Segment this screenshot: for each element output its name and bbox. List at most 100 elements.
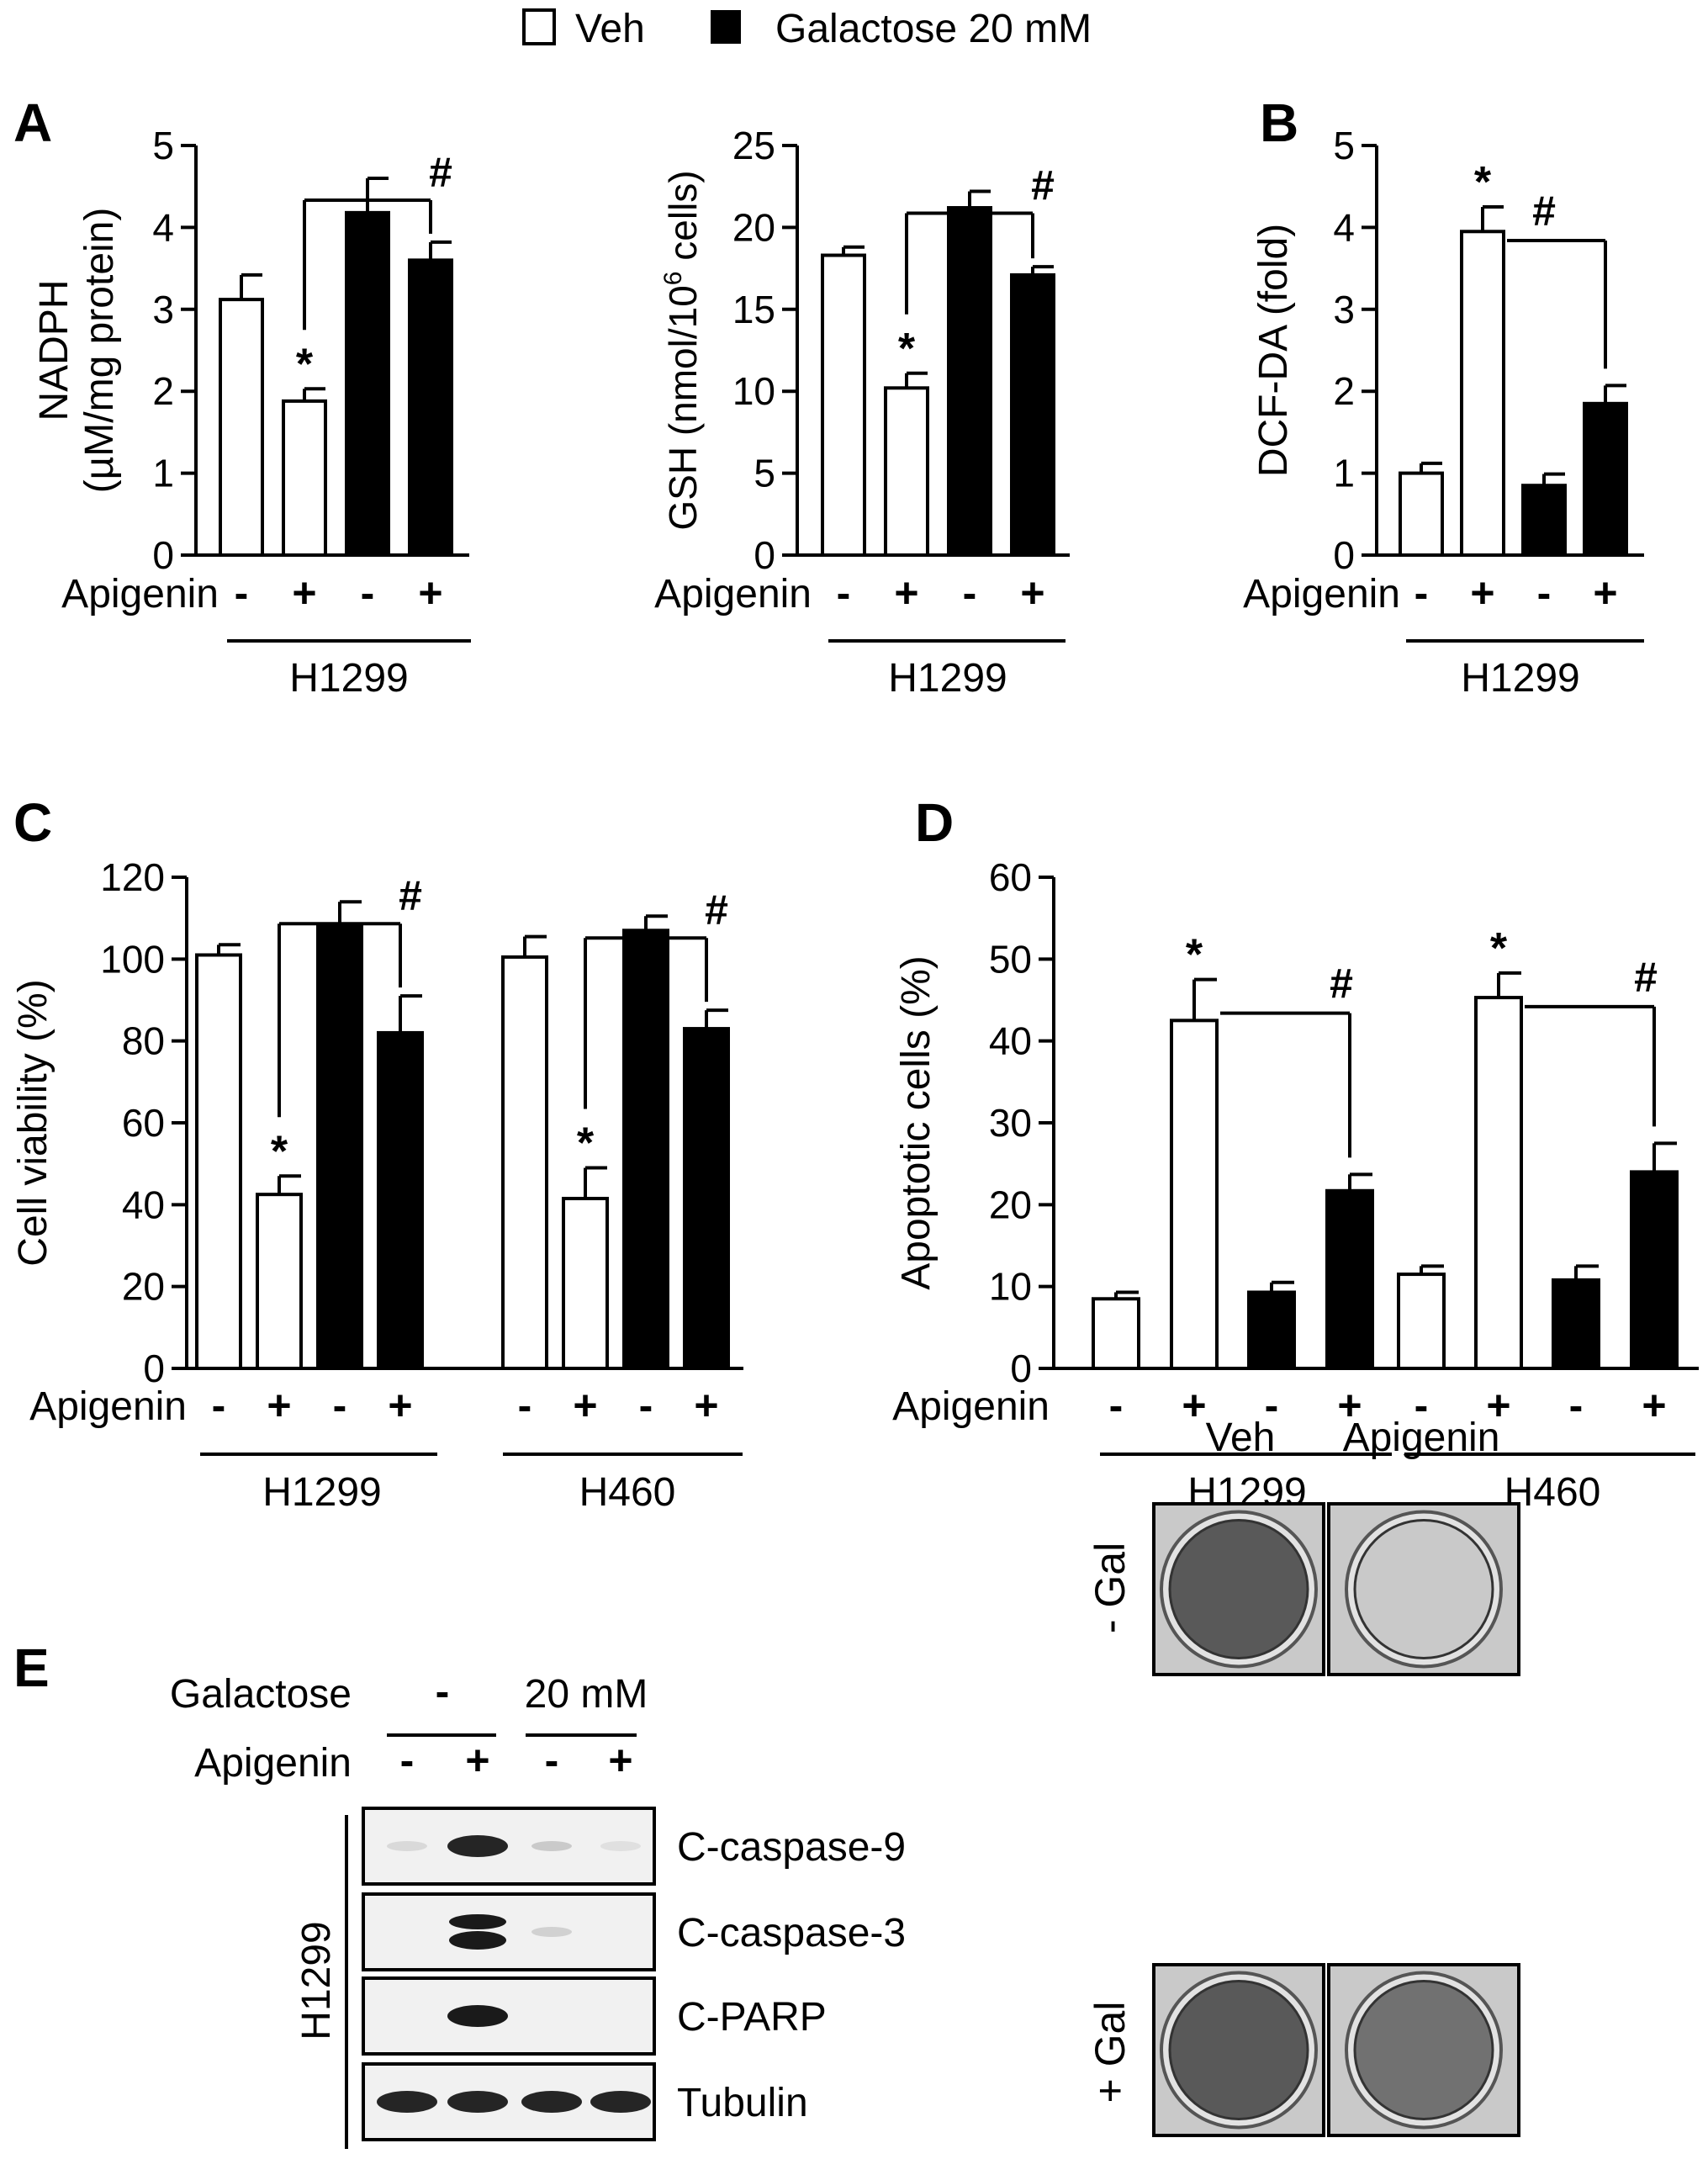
y-axis-label: Cell viability (%) [11,979,56,1266]
group-label: H1299 [262,1470,381,1515]
bar [316,922,363,1370]
treatment-sign: + [894,569,918,616]
group-label: H1299 [289,656,408,701]
treatment-sign: + [418,569,442,616]
y-axis-label: DCF-DA (fold) [1251,224,1296,477]
treatment-sign: + [1486,1382,1510,1429]
group-label: H1299 [888,656,1007,701]
treatment-sign: - [837,569,851,616]
bar [501,955,548,1371]
legend-label-veh: Veh [575,7,645,51]
bar [408,258,453,557]
colony-stain [1168,1980,1309,2120]
treatment-label: Apigenin [61,572,219,616]
treatment-sign: - [235,569,249,616]
blot-strip [362,1976,656,2056]
lane-sign: - [545,1737,559,1784]
bar [219,298,264,557]
plate-column-label: Veh [1206,1416,1276,1460]
legend-label-galactose: Galactose 20 mM [775,7,1092,51]
galactose-20mm: 20 mM [525,1672,648,1717]
colony-stain [1353,1980,1494,2120]
band [590,2091,651,2113]
treatment-sign: + [292,569,316,616]
colony-plate [1327,1963,1520,2137]
y-tick-label: 20 [989,1183,1032,1226]
y-tick-label: 0 [143,1347,165,1390]
galactose-label: Galactose [170,1672,352,1717]
plate-row-label: - Gal [1087,1543,1134,1633]
treatment-sign: + [573,1382,597,1429]
bar [1399,471,1444,557]
band [387,1841,427,1851]
colony-plate [1327,1502,1520,1676]
y-axis-label: GSH (nmol/106 cells) [659,170,705,530]
y-tick-label: 1 [152,452,174,495]
bar [947,206,992,558]
bar [1325,1188,1374,1370]
y-tick-label: 40 [989,1019,1032,1063]
band [447,2005,508,2027]
blot-strip [362,2062,656,2141]
y-tick-label: 0 [1333,533,1355,577]
blot-label: Tubulin [677,2081,808,2125]
significance-star: * [577,1119,595,1168]
blot-strip [362,1807,656,1886]
bar [282,399,327,557]
significance-star: * [1490,924,1508,973]
y-tick-label: 15 [732,288,775,331]
y-tick-label: 3 [1333,288,1355,331]
legend: Veh Galactose 20 mM [522,7,1092,51]
significance-hash: # [429,149,452,196]
treatment-label: Apigenin [29,1384,187,1429]
y-axis-label-unit: (µM/mg protein) [77,208,122,494]
band [447,2091,508,2113]
y-axis-label-tail: cells) [661,170,705,271]
blot-label: C-PARP [677,1995,827,2040]
band [531,1927,572,1937]
bar [1170,1019,1219,1371]
treatment-sign: - [639,1382,653,1429]
treatment-sign: - [518,1382,532,1429]
y-tick-label: 0 [754,533,775,577]
y-tick-label: 10 [989,1265,1032,1309]
panel-letter-a: A [13,93,52,153]
significance-hash: # [1532,188,1556,235]
panel-letter-c: C [13,792,52,853]
treatment-label: Apigenin [654,572,812,616]
plate-column-label: Apigenin [1343,1416,1500,1460]
treatment-label: Apigenin [1243,572,1400,616]
bar [1247,1290,1296,1370]
panel-letter-b: B [1260,93,1298,153]
significance-hash: # [1031,162,1055,209]
treatment-sign: + [694,1382,718,1429]
band [449,1931,506,1950]
y-tick-label: 60 [122,1101,165,1145]
treatment-sign: - [1415,569,1429,616]
band [600,1841,641,1851]
significance-hash: # [399,872,422,919]
bar [683,1027,730,1370]
bar [345,210,390,557]
blot-label: C-caspase-3 [677,1911,906,1955]
legend-swatch-galactose [711,10,741,44]
treatment-sign: + [1470,569,1494,616]
band [447,1835,508,1857]
y-tick-label: 2 [1333,369,1355,413]
treatment-sign: + [388,1382,412,1429]
significance-hash: # [1634,954,1658,1001]
bar [256,1193,303,1370]
y-axis-label: NADPH [32,279,77,421]
group-label: H1299 [1461,656,1579,701]
bar [1092,1297,1140,1371]
significance-hash: # [705,886,728,934]
y-tick-label: 20 [122,1265,165,1309]
y-tick-label: 2 [152,369,174,413]
